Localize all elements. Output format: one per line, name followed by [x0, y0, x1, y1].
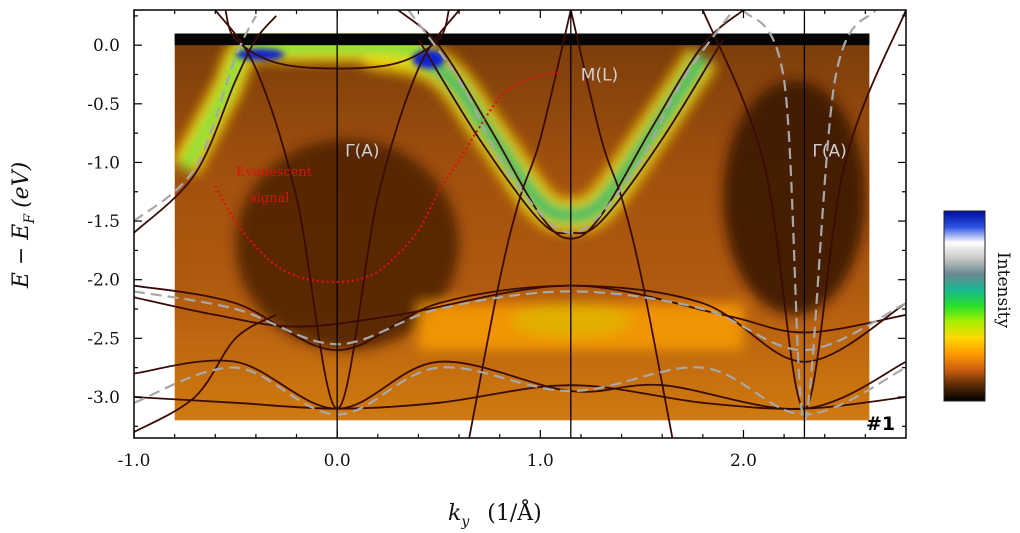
- dark-pocket-left: [235, 138, 460, 351]
- dft-band-9: [134, 384, 906, 410]
- dft-dashed-3: [134, 290, 906, 352]
- fermi-edge-strip: [174, 33, 870, 46]
- y-tick-label-1: -0.5: [87, 95, 120, 115]
- dft-band-1: [134, 15, 277, 234]
- high-symmetry-lines: [336, 10, 806, 438]
- x-tick-label-3: 2.0: [730, 451, 757, 471]
- x-axis-title: ky (1/Å): [448, 498, 542, 530]
- kp-label-2: Γ(A): [812, 142, 846, 162]
- tick-labels: -1.0 0.0 1.0 2.0 0.0 -0.5 -1.0 -1.5 -2.0 -2.5 -3.0: [87, 36, 757, 471]
- hot-spot-left: [235, 48, 285, 61]
- y-tick-label-4: -2.0: [87, 271, 120, 291]
- dft-band-11: [569, 10, 674, 438]
- y-tick-label-6: -3.0: [87, 388, 120, 408]
- colorbar: [943, 210, 986, 402]
- left-arm-core: [179, 40, 430, 172]
- y-tick-label-5: -2.5: [87, 329, 120, 349]
- y-tick-label-0: 0.0: [93, 36, 120, 56]
- x-tick-label-0: -1.0: [118, 451, 151, 471]
- kp-label-0: Γ(A): [345, 142, 379, 162]
- panel-label: #1: [866, 413, 895, 435]
- y-axis-subscript: F: [22, 213, 38, 225]
- plot-frame: [133, 9, 907, 439]
- colorbar-label: Intensity: [993, 252, 1013, 328]
- dft-dashed-1: [134, 15, 257, 222]
- y-tick-label-2: -1.0: [87, 153, 120, 173]
- dft-band-7: [134, 284, 906, 334]
- x-tick-label-2: 1.0: [527, 451, 554, 471]
- intensity-map: [174, 33, 870, 421]
- x-axis-symbol: k: [448, 501, 461, 526]
- lower-band-glow: [418, 303, 744, 351]
- y-tick-label-3: -1.5: [87, 212, 120, 232]
- high-symmetry-labels: Γ(A) M(L) Γ(A): [345, 65, 847, 161]
- evanescent-label-line2: signal: [250, 191, 289, 206]
- band-glow-core: [366, 47, 707, 220]
- x-axis-subscript: y: [460, 514, 470, 530]
- y-axis-units: (eV): [9, 162, 34, 208]
- x-tick-label-1: 0.0: [324, 451, 351, 471]
- evanescent-label-line1: Evanescent: [236, 165, 313, 180]
- x-axis-units: (1/Å): [487, 498, 541, 526]
- evanescent-curve: [214, 71, 561, 284]
- y-axis-title: E − EF (eV): [9, 162, 38, 289]
- dft-band-10: [468, 10, 572, 438]
- kp-label-1: M(L): [581, 65, 618, 85]
- y-axis-symbol: E − E: [9, 224, 34, 290]
- dft-dashed-4: [134, 366, 906, 416]
- plot-area: [134, 10, 906, 438]
- axis-ticks: [133, 10, 906, 438]
- dark-pocket-right: [723, 80, 866, 315]
